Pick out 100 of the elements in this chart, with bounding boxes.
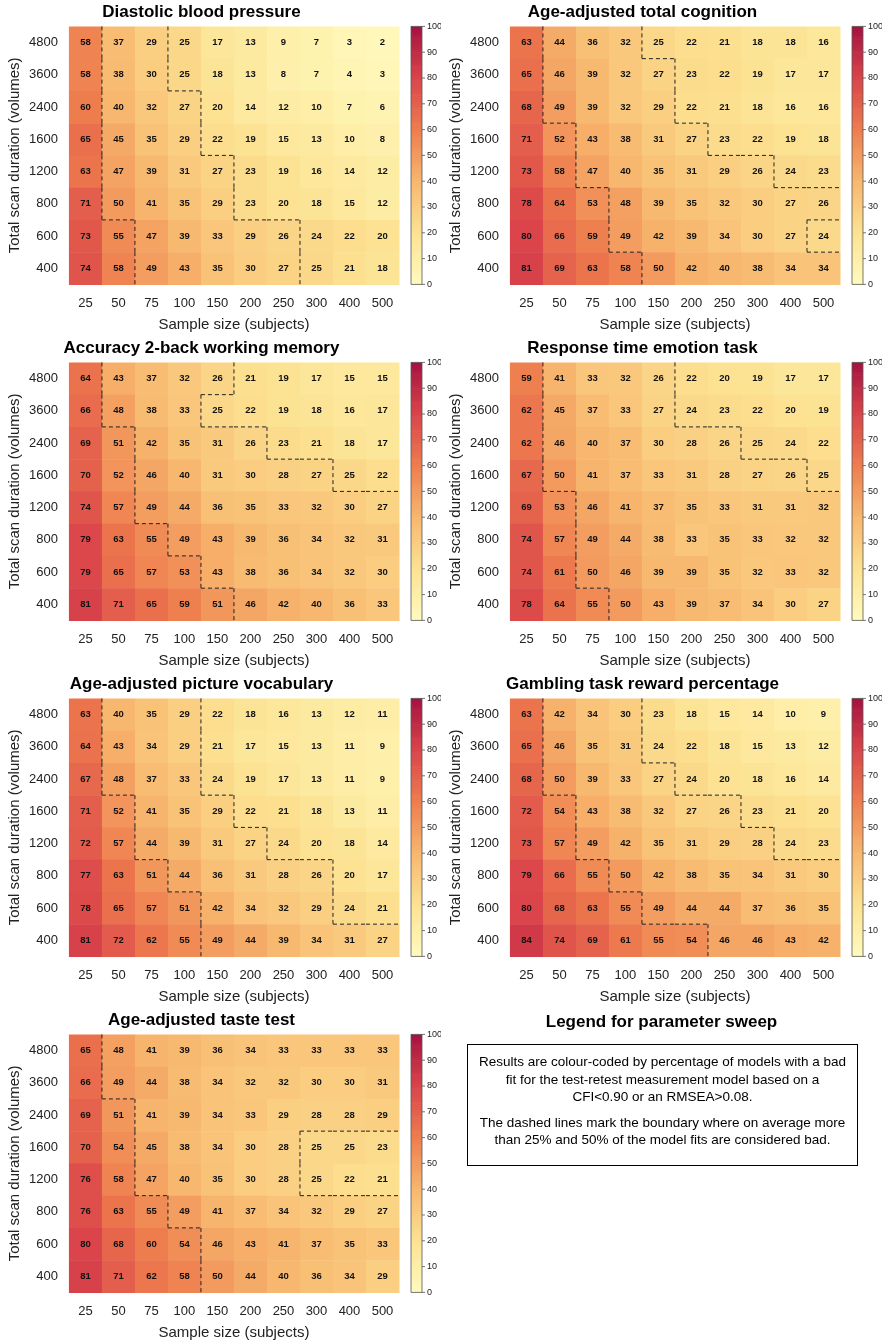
data-label: 17 [818, 68, 829, 80]
color-bar-label: 0 [427, 1286, 433, 1297]
x-tick-label: 300 [305, 294, 328, 310]
data-label: 60 [80, 100, 91, 112]
color-bar-label: 40 [427, 847, 438, 858]
data-label: 48 [113, 1044, 124, 1056]
data-label: 35 [719, 869, 731, 881]
x-tick-label: 500 [812, 294, 835, 310]
data-label: 34 [212, 1108, 224, 1120]
data-label: 38 [620, 804, 631, 816]
data-label: 52 [113, 468, 124, 480]
color-bar-label: 30 [868, 537, 879, 548]
data-label: 43 [245, 1237, 256, 1249]
data-label: 35 [146, 708, 158, 720]
data-label: 28 [344, 1108, 355, 1120]
data-label: 69 [80, 1108, 91, 1120]
x-tick-label: 400 [338, 630, 361, 646]
data-label: 32 [146, 100, 157, 112]
data-label: 66 [80, 1076, 91, 1088]
data-label: 15 [278, 132, 290, 144]
data-label: 28 [311, 1108, 322, 1120]
data-label: 32 [179, 372, 190, 384]
data-label: 16 [311, 165, 322, 177]
data-label: 81 [80, 597, 92, 609]
color-bar-label: 30 [868, 873, 879, 884]
data-label: 62 [146, 1269, 157, 1281]
data-label: 41 [212, 1205, 224, 1217]
data-label: 3 [379, 68, 386, 80]
data-label: 21 [719, 36, 731, 48]
color-bar-label: 10 [868, 589, 879, 600]
chart-title: Age-adjusted taste test [107, 1009, 296, 1029]
data-label: 71 [80, 197, 92, 209]
data-label: 13 [311, 132, 322, 144]
data-label: 30 [752, 229, 763, 241]
x-tick-label: 250 [272, 966, 295, 982]
data-label: 43 [785, 933, 796, 945]
data-label: 58 [179, 1269, 190, 1281]
data-label: 19 [752, 372, 763, 384]
data-label: 32 [653, 804, 664, 816]
data-label: 15 [344, 197, 356, 209]
data-label: 34 [245, 1044, 257, 1056]
data-label: 43 [587, 804, 598, 816]
data-label: 24 [686, 772, 698, 784]
data-label: 19 [785, 132, 796, 144]
x-tick-label: 400 [338, 294, 361, 310]
x-axis-title: Sample size (subjects) [158, 987, 310, 1005]
data-label: 74 [521, 533, 533, 545]
color-bar-label: 100 [868, 356, 883, 367]
data-label: 24 [785, 837, 797, 849]
color-bar-label: 90 [427, 382, 438, 393]
data-label: 30 [311, 1076, 322, 1088]
data-label: 63 [113, 533, 124, 545]
data-label: 26 [311, 869, 322, 881]
data-label: 45 [554, 404, 566, 416]
data-label: 30 [245, 1173, 256, 1185]
data-label: 29 [377, 1269, 388, 1281]
data-label: 30 [344, 1076, 355, 1088]
data-label: 32 [719, 197, 730, 209]
x-tick-label: 50 [111, 630, 126, 646]
data-label: 25 [311, 1173, 323, 1185]
data-label: 39 [587, 100, 598, 112]
data-label: 44 [146, 837, 158, 849]
data-label: 49 [179, 533, 190, 545]
data-label: 20 [311, 837, 322, 849]
data-label: 62 [146, 933, 157, 945]
data-label: 34 [587, 708, 599, 720]
chart-title: Age-adjusted picture vocabulary [69, 673, 334, 693]
data-label: 37 [620, 436, 631, 448]
x-tick-label: 400 [338, 1302, 361, 1318]
data-label: 13 [311, 772, 322, 784]
data-label: 22 [245, 804, 256, 816]
color-bar-label: 30 [427, 537, 438, 548]
data-label: 32 [311, 1205, 322, 1217]
data-label: 24 [278, 837, 290, 849]
data-label: 18 [785, 36, 796, 48]
x-tick-label: 75 [144, 1302, 159, 1318]
color-bar-label: 70 [868, 98, 879, 109]
color-bar-label: 40 [427, 1183, 438, 1194]
data-label: 23 [686, 68, 697, 80]
y-tick-label: 1200 [29, 835, 58, 851]
data-label: 18 [311, 804, 322, 816]
data-label: 50 [554, 468, 565, 480]
x-tick-label: 75 [585, 630, 600, 646]
y-tick-label: 2400 [470, 770, 499, 786]
data-label: 37 [752, 901, 763, 913]
data-label: 67 [521, 468, 532, 480]
data-label: 13 [344, 804, 355, 816]
data-label: 39 [245, 533, 256, 545]
data-label: 49 [113, 1076, 124, 1088]
color-bar-label: 10 [427, 925, 438, 936]
data-label: 32 [344, 533, 355, 545]
data-label: 69 [554, 261, 565, 273]
data-label: 18 [752, 100, 763, 112]
color-bar-label: 50 [427, 821, 438, 832]
color-bar-label: 70 [427, 770, 438, 781]
color-bar-label: 20 [427, 563, 438, 574]
data-label: 10 [785, 708, 796, 720]
data-label: 61 [554, 565, 566, 577]
y-axis-title: Total scan duration (volumes) [5, 57, 23, 254]
data-label: 25 [653, 36, 665, 48]
